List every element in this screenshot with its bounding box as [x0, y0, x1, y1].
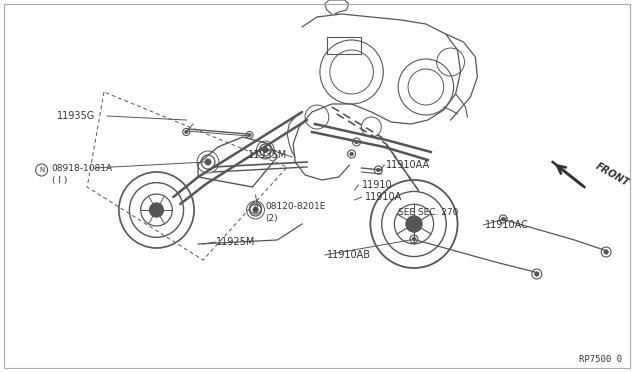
Text: N: N [39, 167, 44, 173]
Circle shape [376, 168, 380, 172]
Text: 11910: 11910 [362, 180, 392, 190]
Circle shape [150, 203, 163, 217]
Circle shape [534, 272, 539, 276]
Text: ( I ): ( I ) [51, 176, 67, 185]
Text: (2): (2) [266, 214, 278, 222]
Text: 11935G: 11935G [58, 111, 96, 121]
Text: SEE SEC. 270: SEE SEC. 270 [398, 208, 458, 217]
Circle shape [253, 207, 258, 213]
Text: 11935M: 11935M [248, 150, 287, 160]
Text: 11910AB: 11910AB [327, 250, 371, 260]
Circle shape [205, 159, 211, 165]
Text: 11910A: 11910A [364, 192, 402, 202]
Text: 08120-8201E: 08120-8201E [266, 202, 326, 211]
Text: 11910AC: 11910AC [485, 220, 529, 230]
Text: 11925M: 11925M [216, 237, 255, 247]
Circle shape [248, 134, 251, 137]
Circle shape [355, 140, 358, 144]
Text: 08918-1081A: 08918-1081A [51, 164, 113, 173]
Circle shape [406, 216, 422, 232]
Text: RP7500 0: RP7500 0 [579, 355, 622, 364]
Circle shape [350, 152, 353, 156]
Circle shape [501, 217, 505, 221]
Circle shape [604, 250, 609, 254]
Circle shape [184, 131, 188, 134]
Text: B: B [253, 205, 258, 211]
Circle shape [263, 147, 268, 153]
Text: FRONT: FRONT [594, 161, 632, 189]
Circle shape [412, 237, 416, 241]
Text: 11910AA: 11910AA [387, 160, 430, 170]
